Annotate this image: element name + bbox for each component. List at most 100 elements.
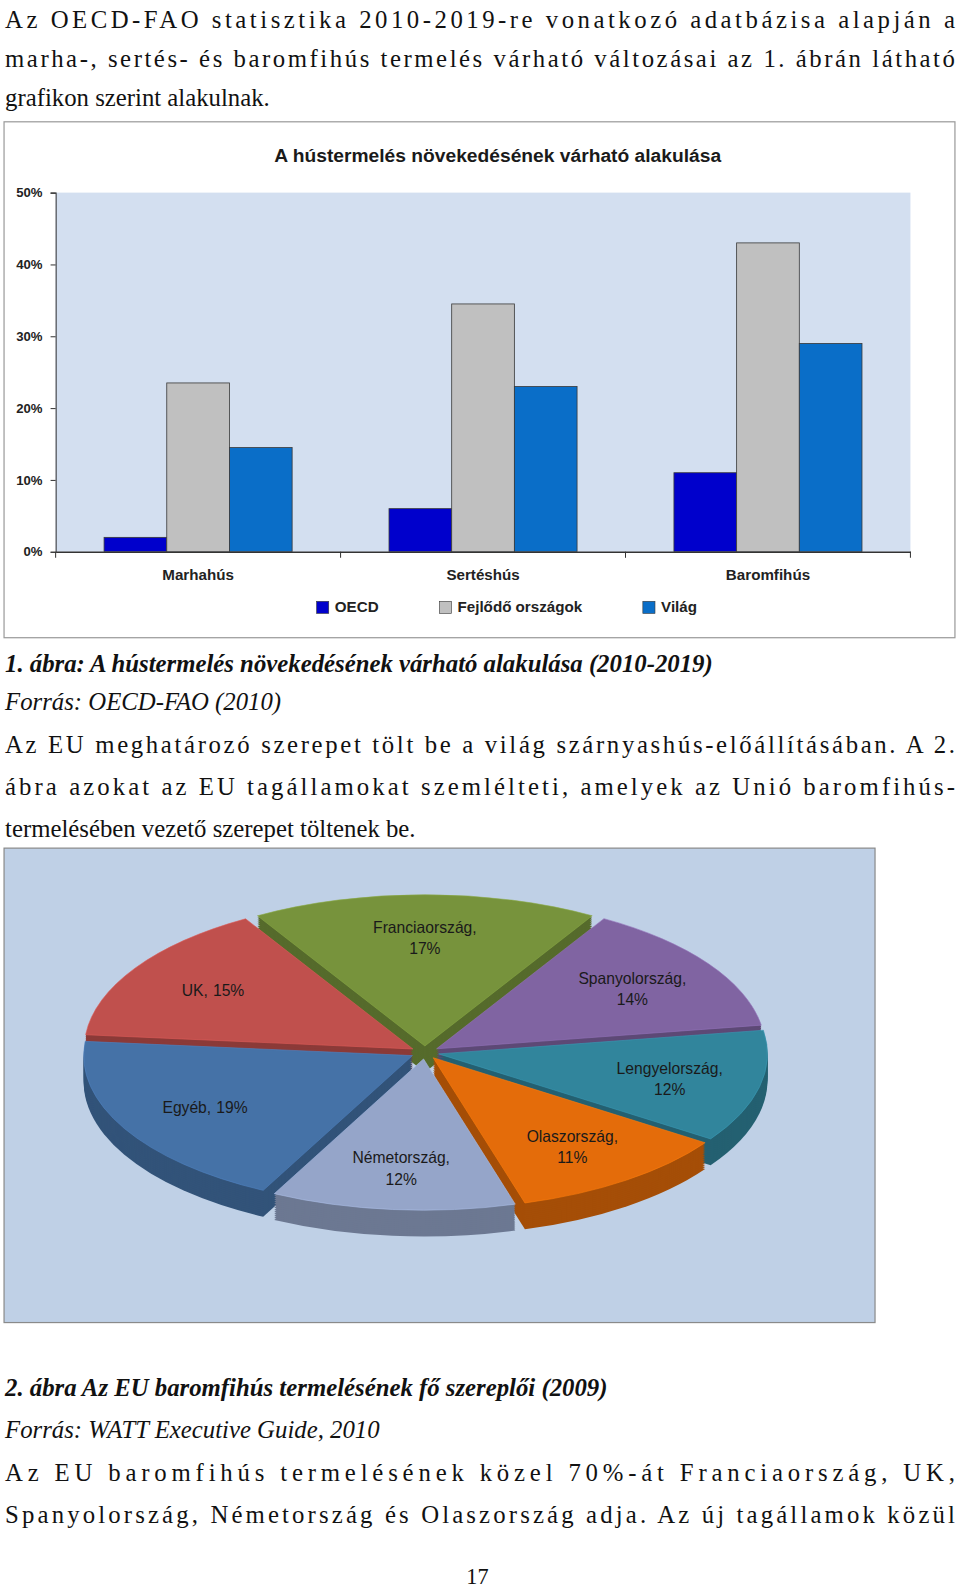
tick: 20%	[16, 401, 55, 416]
tick-mark	[51, 193, 56, 194]
data-label: Lengyelország, 12%	[617, 1060, 723, 1098]
page-svg: Az OECD-FAO statisztika 2010-2019-re von…	[0, 0, 960, 1587]
bar-chart: A hústermelés növekedésének várható alak…	[4, 122, 955, 638]
data-label-name: Spanyolország,	[578, 970, 686, 987]
bar	[104, 537, 167, 551]
axis-line	[56, 551, 911, 553]
pie-sides	[84, 897, 768, 1237]
paragraph-line: ábra azokat az EU tagállamokat szemlélte…	[5, 773, 955, 800]
legend-item: Fejlődő országok	[439, 598, 582, 615]
legend-swatch	[317, 601, 329, 613]
tick-label: 50%	[16, 185, 43, 200]
paragraph-line: grafikon szerint alakulnak.	[5, 84, 270, 111]
legend: OECD Fejlődő országok Világ	[317, 598, 697, 615]
page: Az OECD-FAO statisztika 2010-2019-re von…	[0, 0, 960, 1587]
category-separator	[55, 552, 56, 558]
tick-mark	[51, 480, 56, 481]
data-label-name: UK,	[182, 982, 208, 999]
tick: Baromfihús	[726, 552, 810, 583]
data-label-value: 17%	[409, 940, 440, 957]
tick: Sertéshús	[446, 552, 519, 583]
bar	[389, 509, 452, 552]
bar	[799, 343, 862, 551]
data-label: Spanyolország, 14%	[578, 970, 686, 1008]
chart-title: A hústermelés növekedésének várható alak…	[274, 145, 721, 166]
tick-label: Marhahús	[162, 566, 234, 583]
tick: 10%	[16, 473, 55, 488]
tick: 0%	[23, 544, 55, 559]
tick: 50%	[16, 185, 55, 200]
tick-mark	[51, 408, 56, 409]
data-label: UK, 15%	[182, 982, 245, 999]
source: Forrás: WATT Executive Guide, 2010	[4, 1416, 380, 1443]
tick: Marhahús	[162, 552, 234, 583]
bar	[674, 473, 737, 552]
caption: 1. ábra: A hústermelés növekedésének vár…	[5, 650, 713, 678]
slice	[437, 919, 762, 1049]
tick-mark	[51, 264, 56, 265]
data-label-name: Franciaország,	[373, 919, 477, 936]
tick-label: 40%	[16, 257, 43, 272]
paragraph-line: termelésében vezető szerepet töltenek be…	[5, 815, 415, 842]
data-label-name: Egyéb,	[162, 1099, 211, 1116]
pie-labels: Franciaország, 17% Spanyolország, 14% Lengye…	[162, 919, 722, 1188]
legend-item: OECD	[317, 598, 379, 615]
slice	[86, 919, 413, 1049]
legend-label: OECD	[335, 598, 379, 615]
tick-mark	[51, 336, 56, 337]
bar	[737, 243, 800, 552]
data-label-value: 15%	[213, 982, 244, 999]
data-label: Németország, 12%	[353, 1149, 450, 1187]
tick-label: 20%	[16, 401, 43, 416]
data-label-value: 12%	[654, 1081, 685, 1098]
tick-mark	[51, 552, 56, 553]
data-label-value: 19%	[216, 1099, 247, 1116]
tick-label: 30%	[16, 329, 43, 344]
paragraph-line: Az EU baromfihús termelésének közel 70%-…	[5, 1459, 955, 1486]
tick-label: 10%	[16, 473, 43, 488]
data-label-value: 11%	[557, 1149, 587, 1166]
chart-frame	[4, 848, 875, 1322]
tick: 30%	[16, 329, 55, 344]
data-label: Franciaország, 17%	[373, 919, 477, 957]
legend-swatch	[643, 601, 655, 613]
data-label-value: 12%	[386, 1171, 417, 1188]
paragraph-line: marha-, sertés- és baromfihús termelés v…	[5, 45, 955, 72]
page-number: 17	[466, 1564, 488, 1587]
axis-line	[51, 193, 57, 552]
bar	[167, 383, 230, 552]
data-label-name: Németország,	[353, 1149, 450, 1166]
bar	[229, 448, 292, 552]
legend-label: Világ	[661, 598, 697, 615]
pie-chart: Franciaország, 17% Spanyolország, 14% Lengye…	[4, 848, 875, 1322]
legend-label: Fejlődő országok	[458, 598, 583, 615]
data-label-name: Lengyelország,	[617, 1060, 723, 1077]
legend-swatch	[439, 601, 451, 613]
paragraph-line: Spanyolország, Németország és Olaszorszá…	[5, 1501, 955, 1528]
y-axis: 0% 10% 20% 30% 40% 50%	[16, 185, 56, 559]
category-separator	[340, 552, 341, 558]
category-separator	[910, 552, 911, 558]
pie-slices	[84, 895, 768, 1210]
tick-label: Baromfihús	[726, 566, 810, 583]
data-label-name: Olaszország,	[527, 1128, 618, 1145]
plot-area	[56, 193, 911, 552]
category-separator	[625, 552, 626, 558]
legend-item: Világ	[643, 598, 697, 615]
x-axis: Marhahús Sertéshús Baromfihús	[56, 552, 911, 583]
paragraph-line: Az EU meghatározó szerepet tölt be a vil…	[5, 731, 955, 758]
tick: 40%	[16, 257, 55, 272]
data-label: Egyéb, 19%	[162, 1099, 247, 1116]
data-label-value: 14%	[617, 991, 648, 1008]
tick-label: Sertéshús	[446, 566, 519, 583]
source: Forrás: OECD-FAO (2010)	[4, 688, 281, 716]
bar	[452, 304, 515, 552]
chart-frame	[4, 122, 955, 638]
slice	[84, 1041, 413, 1190]
data-label: Olaszország, 11%	[527, 1128, 618, 1166]
tick-label: 0%	[23, 544, 42, 559]
caption: 2. ábra Az EU baromfihús termelésének fő…	[4, 1374, 607, 1402]
bars	[104, 243, 862, 552]
bar	[514, 387, 577, 552]
paragraph-line: Az OECD-FAO statisztika 2010-2019-re von…	[5, 6, 955, 33]
